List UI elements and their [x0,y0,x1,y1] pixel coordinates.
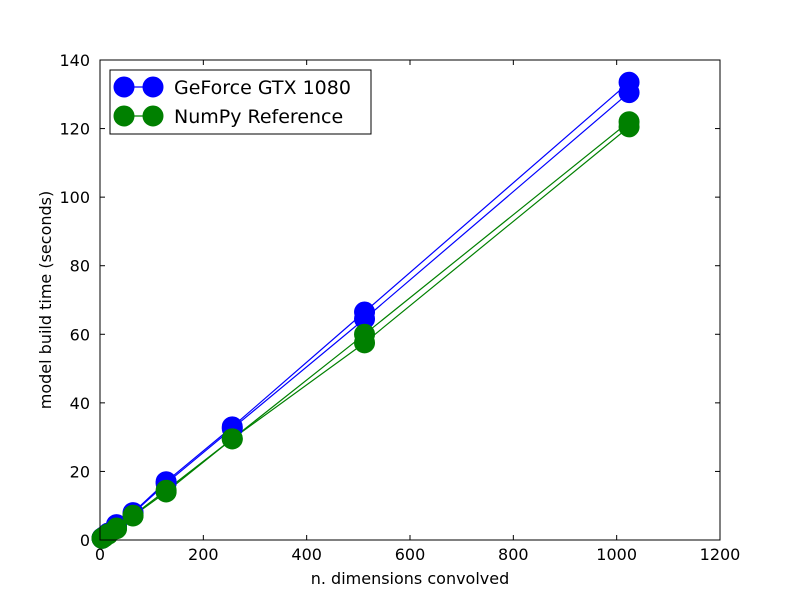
y-tick-label-5: 100 [59,188,90,207]
data-point-s3-5 [155,479,177,501]
legend-marker-b-0 [142,76,164,98]
data-point-s3-8 [618,116,640,138]
legend-marker-a-1 [113,105,135,127]
data-point-s1-8 [618,82,640,104]
data-point-s3-7 [354,332,376,354]
legend-label-0: GeForce GTX 1080 [174,77,351,99]
legend-marker-b-1 [142,105,164,127]
plot-area [100,60,720,540]
y-tick-label-3: 60 [70,325,90,344]
y-tick-label-0: 0 [80,531,90,550]
data-point-s3-6 [221,428,243,450]
x-tick-label-3: 600 [395,545,426,564]
legend-items: GeForce GTX 1080 NumPy Reference [113,76,351,128]
series-layer [91,71,640,549]
y-tick-label-6: 120 [59,120,90,139]
legend-label-1: NumPy Reference [174,106,343,128]
legend: GeForce GTX 1080 NumPy Reference [109,69,372,135]
x-tick-label-6: 1200 [700,545,741,564]
y-tick-label-1: 20 [70,462,90,481]
y-tick-label-4: 80 [70,257,90,276]
x-tick-label-0: 0 [95,545,105,564]
ticks-layer: 0 200 400 600 800 1000 1200 0 20 40 60 80 100 120 140 [59,51,740,564]
data-point-s3-3 [106,518,128,540]
x-tick-label-5: 1000 [596,545,637,564]
x-tick-label-2: 400 [291,545,322,564]
data-point-s3-4 [122,504,144,526]
x-axis-label: n. dimensions convolved [311,569,510,588]
y-tick-label-7: 140 [59,51,90,70]
x-tick-label-1: 200 [188,545,219,564]
x-tick-label-4: 800 [498,545,529,564]
legend-marker-a-0 [113,76,135,98]
plot-frame [99,59,721,541]
y-axis-label: model build time (seconds) [36,191,55,409]
y-tick-label-2: 40 [70,394,90,413]
